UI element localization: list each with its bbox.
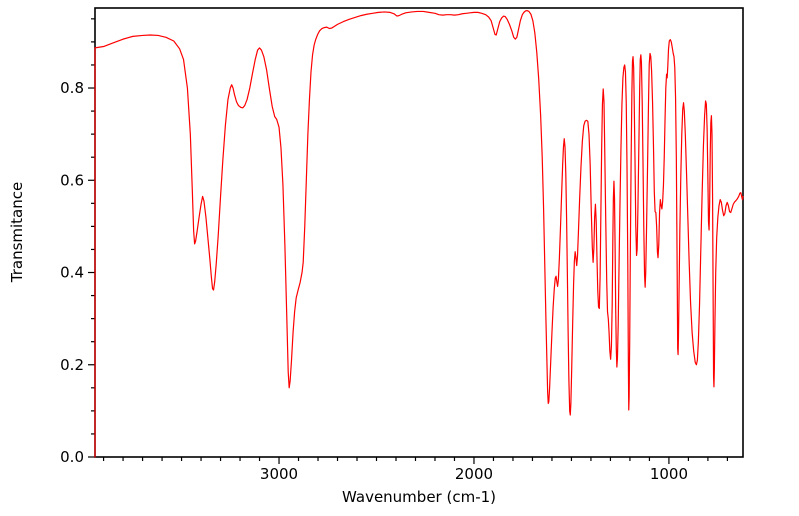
y-tick-label: 0.6 xyxy=(60,171,84,189)
spectrum-line xyxy=(94,9,744,458)
y-tick-label: 0.4 xyxy=(60,264,84,282)
x-tick-label: 3000 xyxy=(260,465,298,483)
x-axis-title: Wavenumber (cm-1) xyxy=(342,488,496,506)
plot-area xyxy=(95,8,743,457)
x-tick-label: 1000 xyxy=(650,465,688,483)
x-tick-label: 2000 xyxy=(455,465,493,483)
y-tick-label: 0.0 xyxy=(60,448,84,466)
y-axis-title: Transmitance xyxy=(8,181,26,283)
y-tick-label: 0.2 xyxy=(60,356,84,374)
y-tick-label: 0.8 xyxy=(60,79,84,97)
